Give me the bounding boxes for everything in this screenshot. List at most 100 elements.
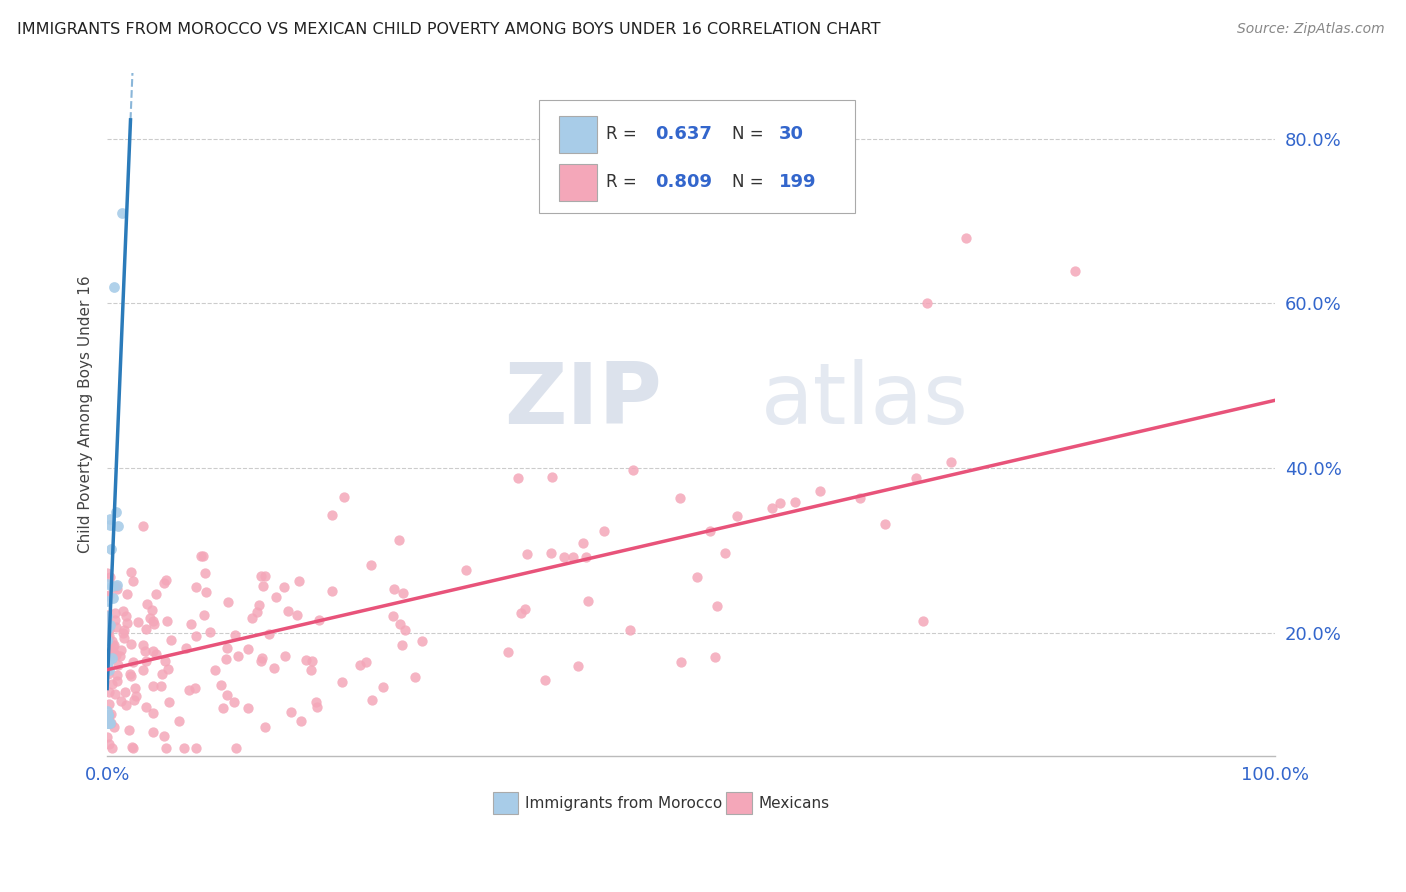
Point — [103, 280, 125, 294]
Bar — [492, 792, 519, 814]
Point — [725, 508, 748, 523]
Point — [277, 604, 299, 618]
Point — [105, 577, 128, 591]
Point — [224, 695, 246, 709]
Point — [263, 661, 285, 675]
Point — [190, 549, 212, 563]
Text: IMMIGRANTS FROM MOROCCO VS MEXICAN CHILD POVERTY AMONG BOYS UNDER 16 CORRELATION: IMMIGRANTS FROM MOROCCO VS MEXICAN CHILD… — [17, 22, 880, 37]
Point — [115, 587, 138, 601]
Point — [686, 570, 709, 584]
Point — [153, 729, 176, 743]
Point — [135, 654, 157, 668]
Point — [132, 518, 155, 533]
Text: 0.637: 0.637 — [655, 126, 711, 144]
Point — [333, 490, 356, 504]
Point — [349, 657, 371, 672]
Point — [174, 640, 197, 655]
Point — [184, 580, 207, 594]
Point — [290, 714, 312, 729]
Point — [619, 623, 641, 637]
Point — [135, 597, 157, 611]
Point — [699, 524, 721, 538]
Point — [955, 230, 977, 244]
Text: 30: 30 — [779, 126, 804, 144]
Point — [541, 470, 564, 484]
Point — [96, 607, 118, 622]
Point — [114, 685, 136, 699]
Point — [848, 491, 870, 506]
Point — [100, 646, 122, 660]
Point — [540, 546, 562, 560]
Point — [280, 706, 302, 720]
Point — [135, 622, 157, 636]
Point — [142, 724, 165, 739]
Text: 0.809: 0.809 — [655, 173, 711, 191]
Text: R =: R = — [606, 173, 643, 191]
Point — [273, 649, 295, 664]
Point — [411, 633, 433, 648]
Point — [132, 663, 155, 677]
Point — [143, 617, 166, 632]
Point — [159, 633, 181, 648]
Point — [124, 681, 146, 695]
Point — [100, 579, 122, 593]
Point — [941, 455, 963, 469]
Point — [184, 741, 207, 756]
Point — [132, 639, 155, 653]
Point — [246, 605, 269, 619]
Point — [96, 624, 118, 638]
Point — [104, 505, 127, 519]
Point — [105, 582, 128, 597]
Point — [191, 549, 214, 563]
Point — [121, 574, 143, 589]
Point — [706, 599, 728, 613]
Point — [115, 616, 138, 631]
Point — [110, 643, 132, 657]
Point — [295, 653, 318, 667]
Point — [808, 483, 831, 498]
Point — [217, 640, 239, 655]
Point — [915, 296, 938, 310]
Bar — [560, 163, 596, 201]
Point — [100, 542, 122, 557]
Point — [714, 546, 737, 560]
Point — [254, 569, 277, 583]
Point — [105, 668, 128, 682]
Point — [215, 652, 238, 666]
Point — [388, 533, 411, 548]
Point — [96, 659, 118, 673]
Text: Mexicans: Mexicans — [759, 796, 830, 811]
Point — [127, 615, 149, 629]
Point — [150, 679, 173, 693]
Point — [153, 576, 176, 591]
Point — [96, 589, 118, 603]
Point — [108, 648, 131, 663]
Point — [204, 663, 226, 677]
Point — [101, 644, 124, 658]
Point — [104, 687, 127, 701]
Point — [382, 609, 405, 624]
Point — [252, 579, 274, 593]
Point — [97, 708, 120, 723]
Point — [621, 463, 644, 477]
Point — [97, 715, 120, 730]
Point — [533, 673, 555, 687]
Point — [173, 741, 195, 756]
Point — [228, 648, 250, 663]
Point — [515, 601, 537, 615]
Point — [121, 739, 143, 754]
Point — [247, 598, 270, 612]
Point — [100, 517, 122, 532]
Point — [360, 558, 382, 572]
Point — [905, 471, 928, 485]
Point — [155, 741, 177, 756]
Point — [253, 720, 276, 734]
Point — [305, 695, 328, 709]
Point — [98, 512, 121, 526]
Point — [142, 614, 165, 628]
Point — [118, 666, 141, 681]
Point — [97, 708, 120, 723]
Point — [111, 206, 134, 220]
Point — [911, 614, 934, 628]
Point — [180, 616, 202, 631]
